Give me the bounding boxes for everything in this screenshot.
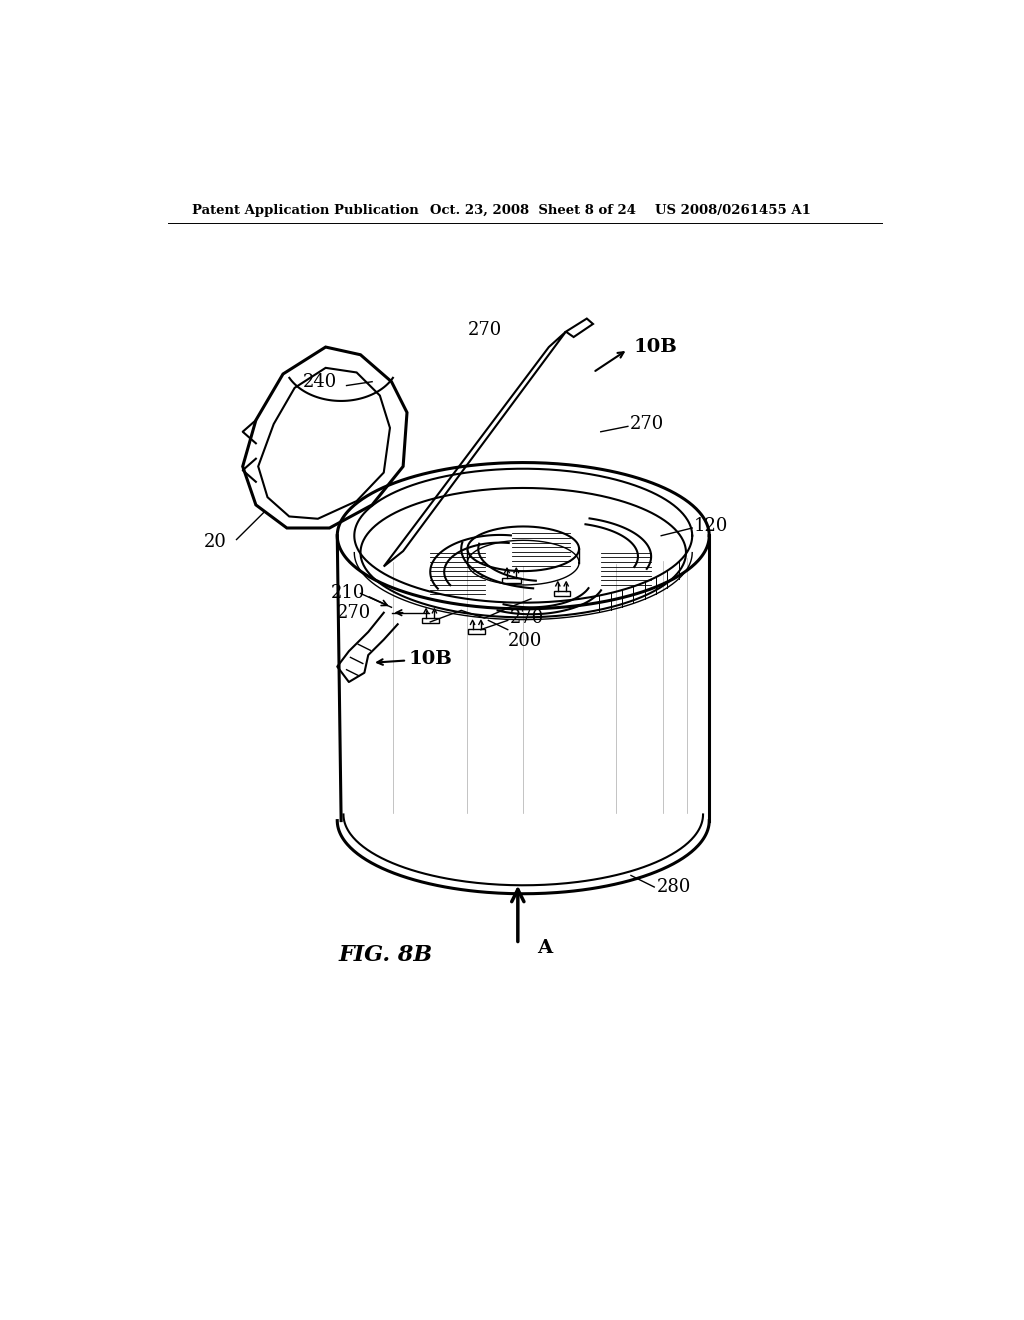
- Text: 270: 270: [510, 609, 545, 627]
- Text: Patent Application Publication: Patent Application Publication: [191, 205, 418, 218]
- Text: 210: 210: [331, 585, 366, 602]
- Text: 10B: 10B: [409, 649, 453, 668]
- Text: 270: 270: [467, 321, 502, 339]
- Text: 280: 280: [656, 878, 691, 896]
- Text: 270: 270: [337, 603, 372, 622]
- Text: 200: 200: [508, 632, 542, 649]
- Text: 120: 120: [693, 516, 728, 535]
- Text: Oct. 23, 2008  Sheet 8 of 24: Oct. 23, 2008 Sheet 8 of 24: [430, 205, 636, 218]
- Text: 20: 20: [204, 533, 227, 550]
- Text: FIG. 8B: FIG. 8B: [339, 944, 433, 966]
- Text: 270: 270: [630, 414, 665, 433]
- Text: 10B: 10B: [633, 338, 677, 356]
- Text: US 2008/0261455 A1: US 2008/0261455 A1: [655, 205, 811, 218]
- Text: 240: 240: [303, 372, 337, 391]
- Text: A: A: [538, 940, 552, 957]
